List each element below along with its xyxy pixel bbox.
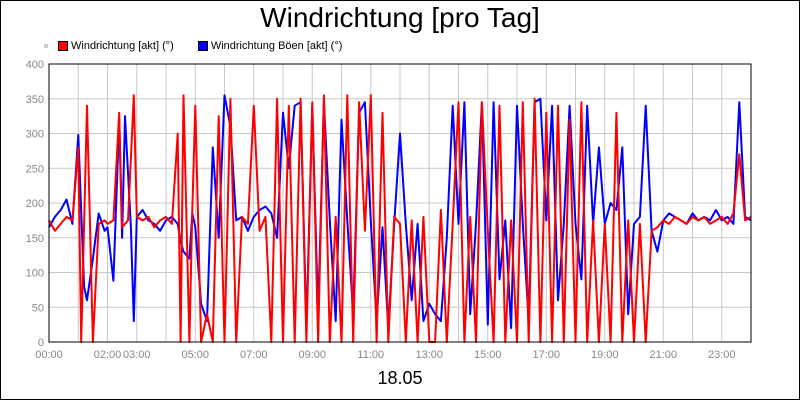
x-tick-label: 19:00 — [591, 349, 619, 361]
legend-swatch-blue — [197, 41, 208, 51]
x-tick-label: 13:00 — [415, 349, 443, 361]
y-tick-label: 50 — [32, 302, 44, 314]
x-tick-label: 23:00 — [708, 349, 736, 361]
x-tick-label: 02:00 — [94, 349, 122, 361]
x-tick-label: 21:00 — [649, 349, 677, 361]
x-tick-label: 15:00 — [474, 349, 502, 361]
plot-border — [48, 63, 752, 343]
y-tick-label: 300 — [26, 129, 44, 141]
x-tick-label: 11:00 — [357, 349, 384, 361]
y-tick-label: 200 — [26, 198, 44, 210]
legend-item-windrichtung-boeen: Windrichtung Böen [akt] (°) — [197, 40, 343, 52]
chart-title: Windrichtung [pro Tag] — [260, 2, 540, 33]
y-tick-label: 250 — [26, 163, 44, 175]
legend-swatch-red — [58, 41, 68, 51]
x-tick-label: 05:00 — [181, 349, 209, 361]
y-tick-label: 0 — [38, 337, 44, 349]
x-tick-label: 09:00 — [298, 349, 326, 361]
x-tick-label: 00:00 — [35, 349, 63, 361]
x-tick-label: 07:00 — [240, 349, 268, 361]
legend: Windrichtung [akt] (°) Windrichtung Böen… — [44, 39, 366, 53]
legend-item-windrichtung: Windrichtung [akt] (°) — [58, 40, 174, 52]
legend-label-windrichtung: Windrichtung [akt] (°) — [71, 40, 174, 52]
y-tick-label: 400 — [26, 59, 44, 71]
y-tick-label: 150 — [26, 233, 44, 245]
x-tick-label: 17:00 — [532, 349, 560, 361]
legend-marker-icon — [44, 44, 48, 48]
y-tick-label: 100 — [26, 268, 44, 280]
legend-label-windrichtung-boeen: Windrichtung Böen [akt] (°) — [210, 40, 343, 52]
y-tick-label: 350 — [26, 94, 44, 106]
series-line-0 — [48, 94, 752, 330]
x-tick-label: 03:00 — [123, 349, 151, 361]
chart-subtitle: 18.05 — [377, 368, 423, 388]
